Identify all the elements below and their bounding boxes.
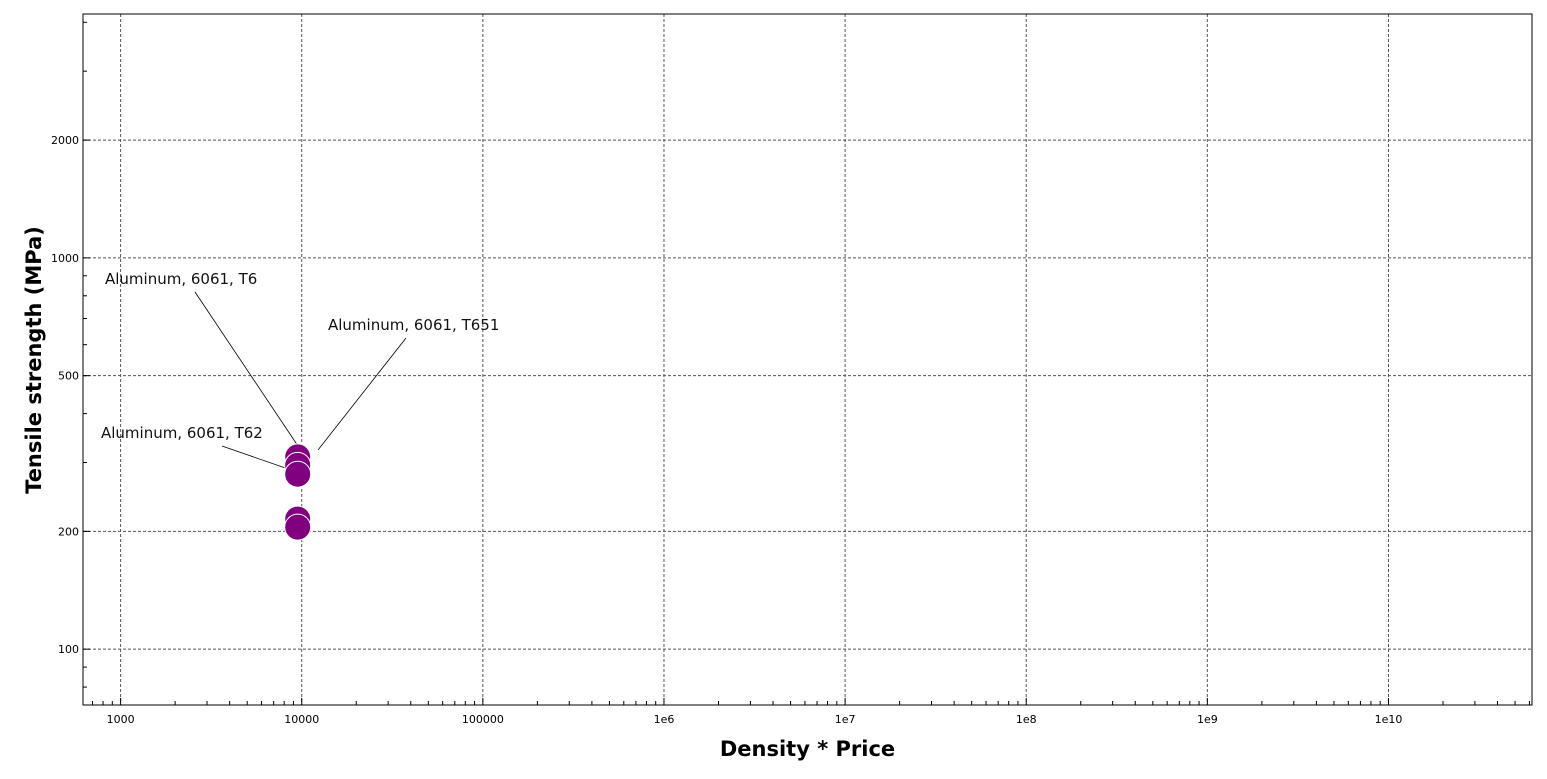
annotation-leaders [194,291,407,472]
annotation-label: Aluminum, 6061, T651 [328,316,499,334]
y-tick-label: 2000 [51,134,79,147]
annotation-label: Aluminum, 6061, T6 [105,270,257,288]
x-tick-label: 1e6 [654,713,675,726]
minor-ticks [83,21,1530,705]
x-tick-label: 1000 [107,713,135,726]
x-tick-label: 1e8 [1016,713,1037,726]
x-tick-labels: 1000 10000 100000 1e6 1e7 1e8 1e9 1e10 [107,713,1403,726]
x-axis-title: Density * Price [720,737,895,761]
annotation-leader [194,291,299,447]
data-point [284,513,312,541]
x-tick-label: 100000 [462,713,504,726]
y-tick-label: 100 [58,643,79,656]
major-ticks [83,139,1389,705]
annotation-label: Aluminum, 6061, T62 [101,424,263,442]
y-axis-title: Tensile strength (MPa) [22,226,46,494]
grid-lines [83,14,1532,705]
y-tick-labels: 100 200 500 1000 2000 [51,134,79,656]
annotation-leader [317,337,407,451]
y-tick-label: 200 [58,525,79,538]
y-tick-label: 500 [58,370,79,383]
x-tick-label: 10000 [284,713,319,726]
data-points [284,443,312,541]
x-tick-label: 1e7 [835,713,856,726]
plot-frame [82,13,1533,706]
data-point [284,460,312,488]
annotation-labels: Aluminum, 6061, T6 Aluminum, 6061, T651 Al… [101,270,499,442]
y-tick-label: 1000 [51,252,79,265]
annotation-leader [221,445,295,472]
x-tick-label: 1e10 [1375,713,1403,726]
x-tick-label: 1e9 [1197,713,1218,726]
